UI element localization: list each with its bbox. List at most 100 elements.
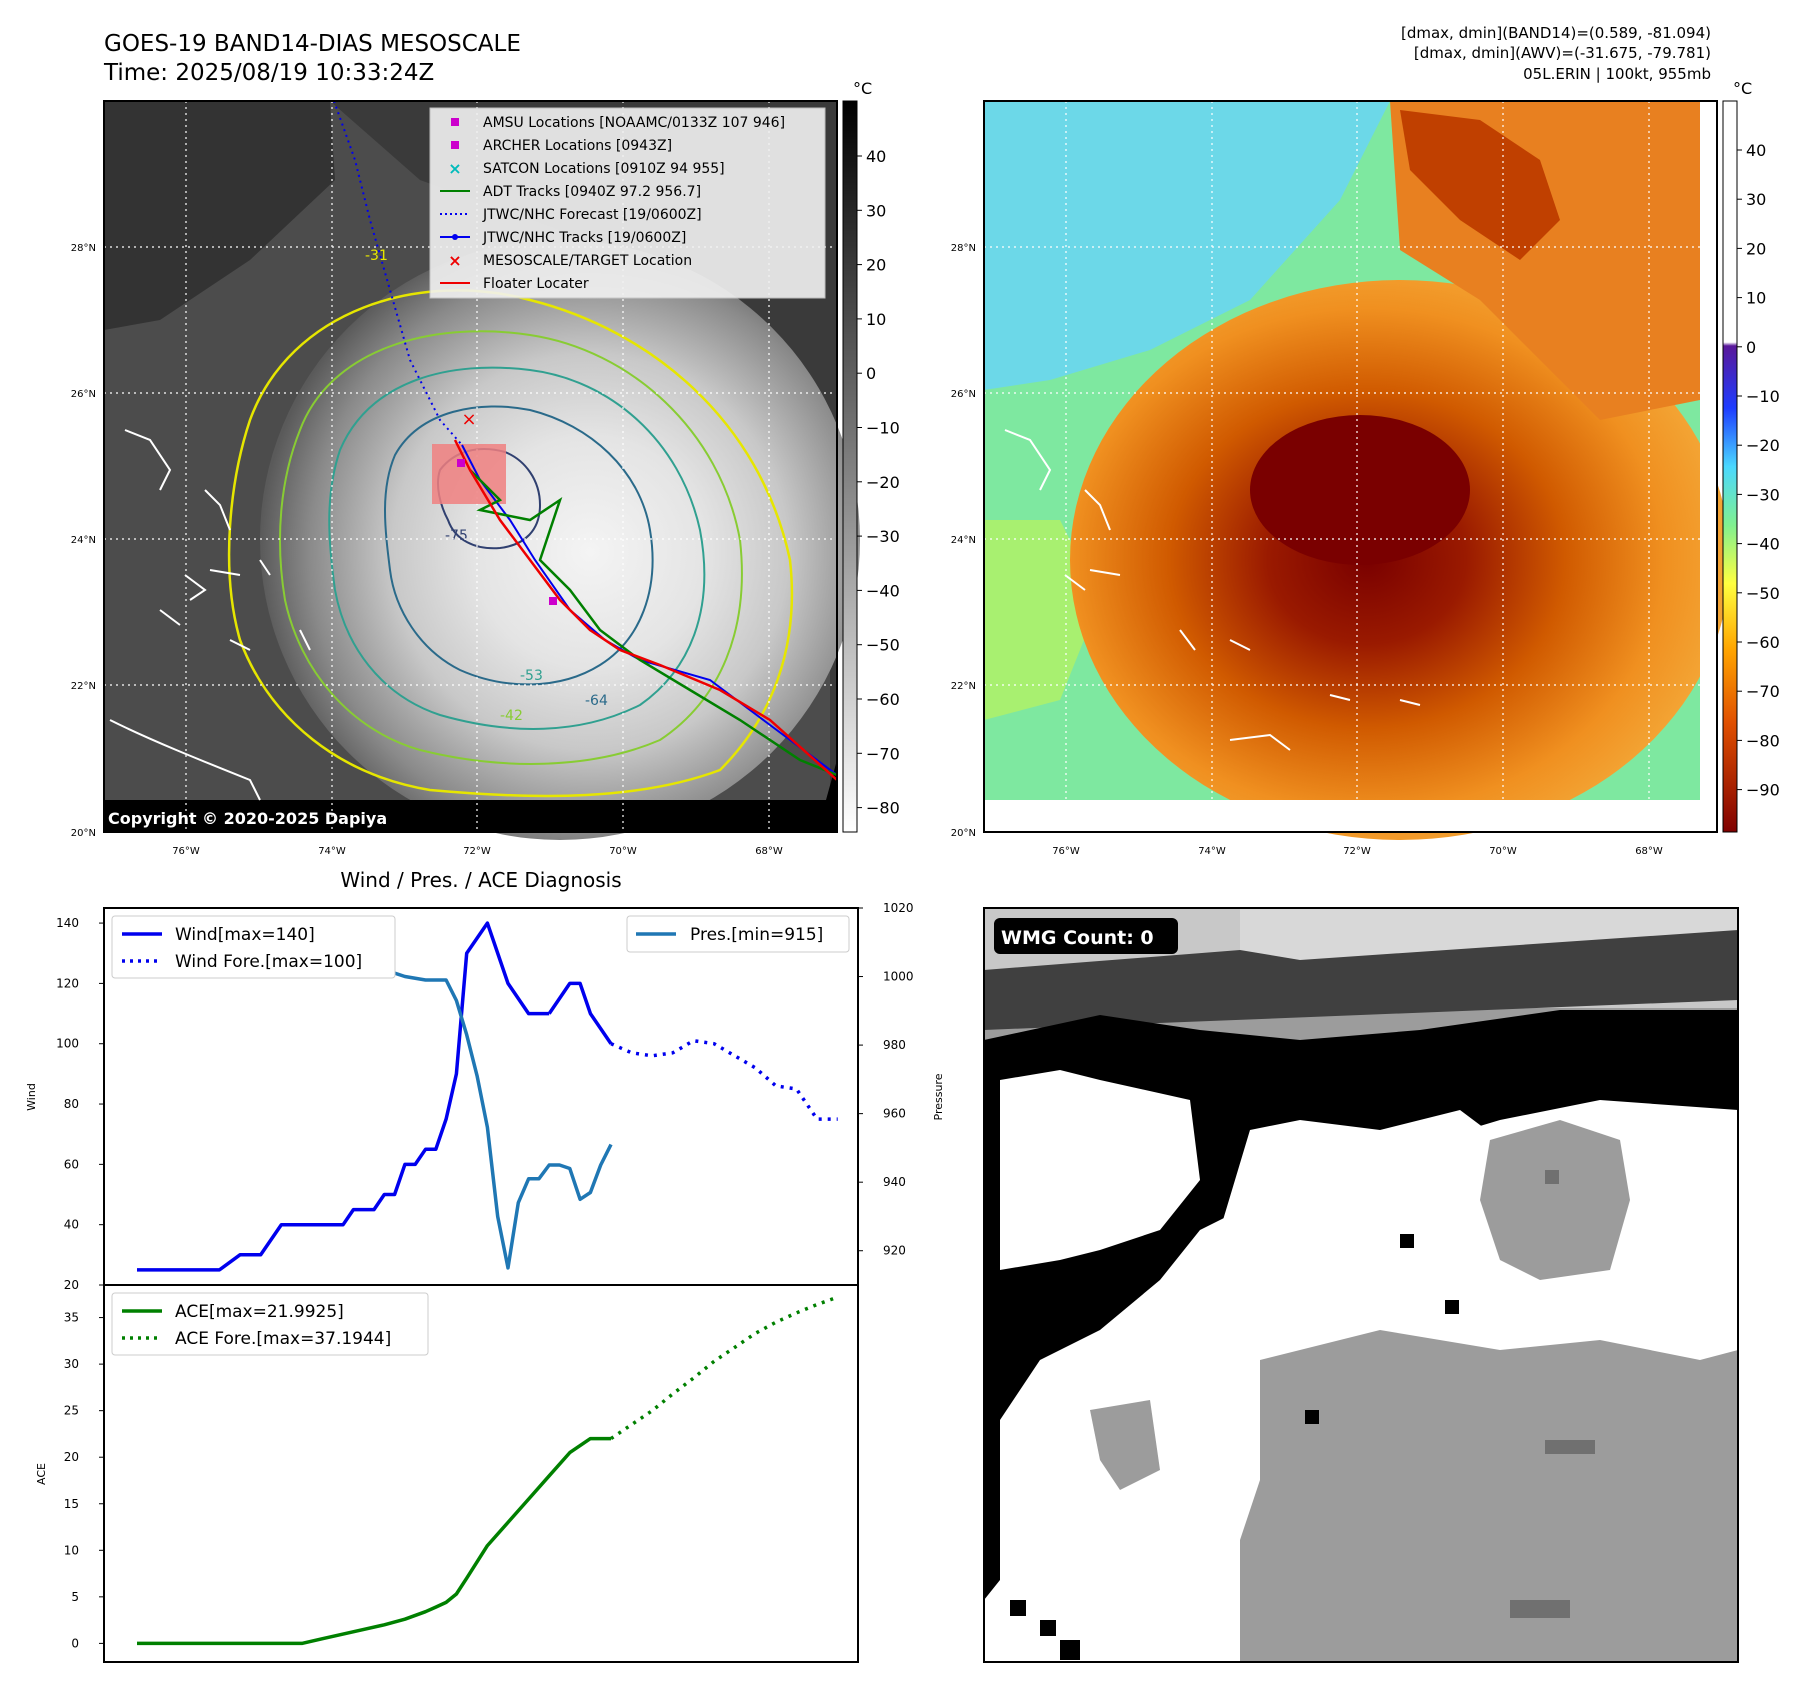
ace-series bbox=[137, 1295, 839, 1646]
wv-gridlines bbox=[984, 101, 1717, 832]
wv-colorbar-tick-label: 30 bbox=[1746, 190, 1766, 209]
ace-tick-label: 5 bbox=[71, 1590, 79, 1604]
ir-no-data-strip bbox=[104, 800, 837, 832]
ir-colorbar-tick-label: 30 bbox=[866, 201, 886, 220]
wv-colorbar-tick-label: 10 bbox=[1746, 289, 1766, 308]
ir-colorbar bbox=[842, 100, 858, 833]
legend-label: MESOSCALE/TARGET Location bbox=[483, 253, 692, 269]
wmg-frame bbox=[983, 907, 1739, 1663]
legend-pressure: Pres.[min=915] bbox=[690, 925, 823, 945]
ir-colorbar-tick-label: −80 bbox=[866, 799, 900, 818]
jtwc-forecast-track bbox=[333, 100, 463, 446]
ace-tick-label: 0 bbox=[71, 1636, 79, 1650]
awv-minmax: [dmax, dmin](AWV)=(-31.675, -79.781) bbox=[1414, 44, 1711, 62]
ir-colorbar-tick-label: 20 bbox=[866, 256, 886, 275]
map1-lon-label: 68°W bbox=[755, 846, 783, 857]
wv-colorbar-tick-label: −50 bbox=[1746, 584, 1780, 603]
pressure-tick-label: 1020 bbox=[883, 901, 914, 915]
legend-ace: ACE[max=21.9925] bbox=[175, 1302, 344, 1322]
wv-colorbar-tick-label: −70 bbox=[1746, 682, 1780, 701]
legend-ace-forecast: ACE Fore.[max=37.1944] bbox=[175, 1329, 391, 1349]
ir-map-frame bbox=[103, 100, 838, 833]
legend-label: AMSU Locations [NOAAMC/0133Z 107 946] bbox=[483, 115, 785, 131]
wind-line bbox=[547, 981, 613, 1045]
map1-lon-label: 70°W bbox=[609, 846, 637, 857]
diagnosis-chart: Wind / Pres. / ACE Diagnosis Wind Pressu… bbox=[25, 868, 945, 1663]
map1-lat-label: 22°N bbox=[71, 681, 96, 692]
wv-moist-region bbox=[984, 101, 1390, 390]
chart-title: Wind / Pres. / ACE Diagnosis bbox=[340, 868, 621, 892]
map1-lat-label: 20°N bbox=[71, 828, 96, 839]
map1-lon-label: 72°W bbox=[463, 846, 491, 857]
contour-blue bbox=[384, 405, 654, 686]
ace-axis-ticks: 0 5 10 15 20 25 30 35 bbox=[64, 1311, 104, 1650]
legend-marker bbox=[451, 118, 459, 126]
ir-colorbar-tick-label: −30 bbox=[866, 527, 900, 546]
copyright-text: Copyright © 2020-2025 Dapiya bbox=[108, 809, 387, 828]
legend-marker: × bbox=[448, 159, 461, 178]
legend-marker bbox=[451, 141, 459, 149]
pressure-legend: Pres.[min=915] bbox=[626, 915, 850, 953]
wv-colorbar-tick-label: 0 bbox=[1746, 338, 1756, 357]
pressure-tick-label: 920 bbox=[883, 1244, 906, 1258]
legend-marker: × bbox=[448, 251, 461, 270]
wv-colorbar-tick-label: −80 bbox=[1746, 731, 1780, 750]
wv-colorbar-unit: °C bbox=[1733, 79, 1752, 98]
map1-lon-label: 76°W bbox=[172, 846, 200, 857]
wv-colorbar-tick-label: −90 bbox=[1746, 781, 1780, 800]
wv-colorbar-tick-label: 40 bbox=[1746, 141, 1766, 160]
ir-storm-cloud bbox=[260, 240, 860, 840]
map-legend bbox=[429, 107, 826, 299]
wv-colorbar bbox=[1722, 100, 1738, 833]
title-line-2: Time: 2025/08/19 10:33:24Z bbox=[103, 60, 434, 86]
map-legend-items: AMSU Locations [NOAAMC/0133Z 107 946] ARC… bbox=[440, 115, 785, 292]
map1-lon-label: 74°W bbox=[318, 846, 346, 857]
wv-colorbar-tick-label: −30 bbox=[1746, 485, 1780, 504]
map2-lon-label: 76°W bbox=[1052, 846, 1080, 857]
ace-tick-label: 20 bbox=[64, 1450, 79, 1464]
ace-tick-label: 10 bbox=[64, 1543, 79, 1557]
legend-label: ARCHER Locations [0943Z] bbox=[483, 138, 672, 154]
wind-tick-label: 60 bbox=[64, 1157, 79, 1171]
pressure-axis-label: Pressure bbox=[932, 1073, 945, 1120]
map2-lat-label: 26°N bbox=[951, 389, 976, 400]
legend-wind: Wind[max=140] bbox=[175, 925, 315, 945]
map2-lon-label: 70°W bbox=[1489, 846, 1517, 857]
map2-lon-label: 74°W bbox=[1198, 846, 1226, 857]
wv-coastlines bbox=[1004, 429, 1421, 751]
wmg-count-label: WMG Count: 0 bbox=[1001, 927, 1154, 949]
contour-label-53: -53 bbox=[520, 668, 543, 684]
ir-dry-region bbox=[104, 101, 335, 330]
ace-tick-label: 25 bbox=[64, 1404, 79, 1418]
legend-wind-forecast: Wind Fore.[max=100] bbox=[175, 952, 362, 972]
map2-lon-label: 72°W bbox=[1343, 846, 1371, 857]
archer-marker bbox=[457, 459, 465, 467]
ace-forecast-line bbox=[610, 1295, 839, 1441]
map2-lon-label: 68°W bbox=[1635, 846, 1663, 857]
ace-legend: ACE[max=21.9925] ACE Fore.[max=37.1944] bbox=[111, 1292, 429, 1356]
map2-lat-label: 20°N bbox=[951, 828, 976, 839]
ace-axis-label: ACE bbox=[35, 1463, 48, 1485]
legend-label: SATCON Locations [0910Z 94 955] bbox=[483, 161, 725, 177]
contour-green bbox=[279, 330, 743, 765]
contour-label-42: -42 bbox=[500, 708, 523, 724]
map1-lat-label: 24°N bbox=[71, 535, 96, 546]
adt-track bbox=[469, 469, 838, 777]
wind-line bbox=[137, 921, 550, 1272]
wind-tick-label: 120 bbox=[56, 976, 79, 990]
contour-label-75: -75 bbox=[445, 528, 468, 544]
amsu-marker bbox=[549, 597, 557, 605]
wv-colorbar-ticks: 40 30 20 10 0 −10 −20 −30 −40 −50 −60 −70 −80 −90 bbox=[1737, 141, 1780, 800]
legend-label: JTWC/NHC Tracks [19/0600Z] bbox=[482, 230, 686, 246]
mesoscale-target-marker: × bbox=[461, 409, 476, 430]
ir-map-panel: -31 -42 -53 -64 -75 × °C 40 30 bbox=[103, 79, 900, 840]
wmg-panel: WMG Count: 0 bbox=[983, 907, 1739, 1663]
ir-colorbar-tick-label: −60 bbox=[866, 690, 900, 709]
wv-colorbar-tick-label: −40 bbox=[1746, 535, 1780, 554]
ir-colorbar-ticks: 40 30 20 10 0 −10 −20 −30 −40 −50 −60 −70 −80 bbox=[857, 147, 900, 818]
legend-label: Floater Locater bbox=[483, 276, 589, 292]
pressure-tick-label: 1000 bbox=[883, 970, 914, 984]
wv-colorbar-tick-label: 20 bbox=[1746, 239, 1766, 258]
ir-colorbar-tick-label: −50 bbox=[866, 636, 900, 655]
